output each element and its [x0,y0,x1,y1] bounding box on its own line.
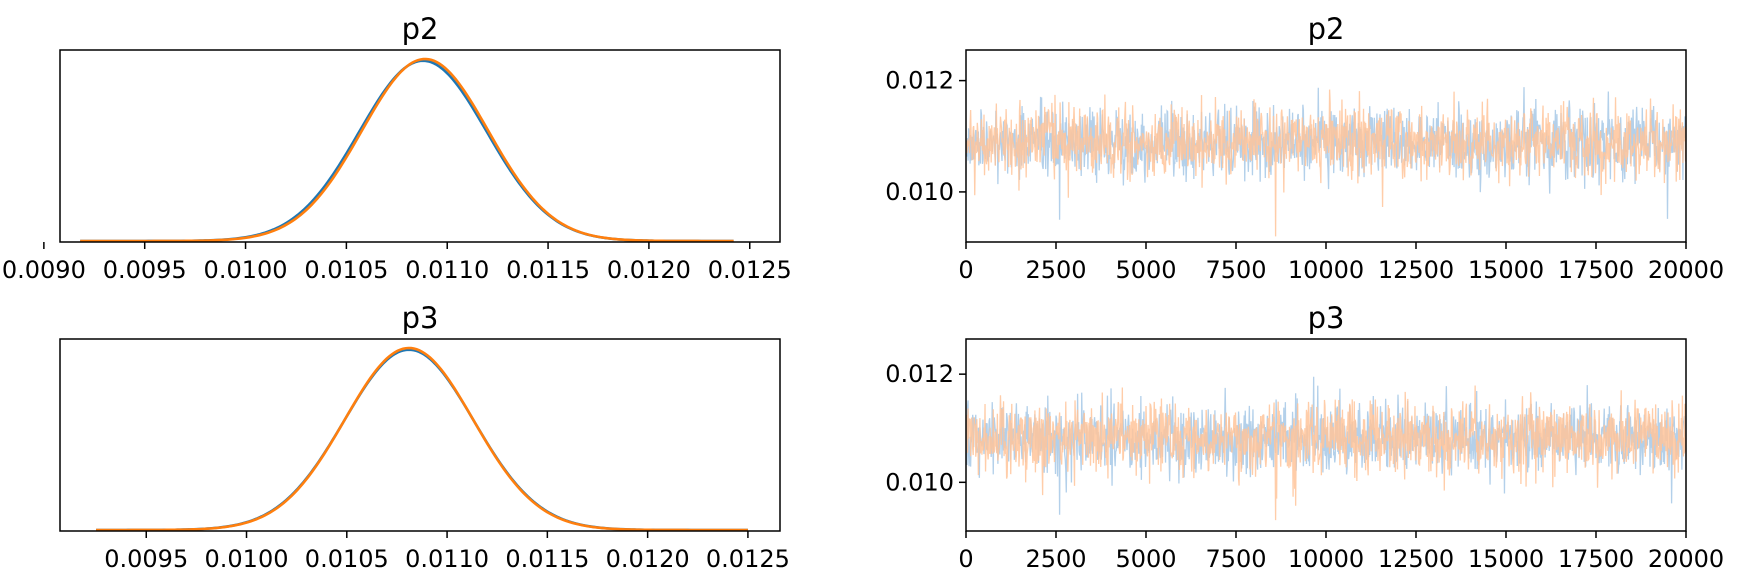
x-tick-label: 10000 [1288,256,1364,284]
x-tick-label: 12500 [1378,545,1454,573]
x-tick-label: 0.0095 [104,545,188,573]
x-tick-label: 0.0105 [305,545,389,573]
x-tick-label: 0.0110 [405,256,489,284]
x-tick-label: 0.0125 [708,256,792,284]
x-tick-label: 0.0120 [607,256,691,284]
x-tick-label: 2500 [1025,256,1086,284]
x-tick-label: 0.0115 [506,256,590,284]
x-tick-label: 2500 [1025,545,1086,573]
x-tick-label: 5000 [1115,545,1176,573]
x-tick-label: 7500 [1205,545,1266,573]
y-tick-label: 0.012 [885,360,954,388]
x-tick-label: 15000 [1468,545,1544,573]
panel-4: p3 0.010 0.012 0 2500 5000 7500 10000 12500 15000… [885,301,1724,573]
x-tick-label: 0 [958,256,973,284]
panel-title: p2 [402,12,439,46]
panel-1: p2 0.0090 0.0095 0.0100 0.0105 0.0110 0.0115 0.… [2,12,792,284]
x-tick-label: 0 [958,545,973,573]
x-tick-label: 0.0100 [204,256,288,284]
x-tick-label: 17500 [1558,545,1634,573]
y-tick-label: 0.010 [885,468,954,496]
density-curve-chain-1 [96,348,748,531]
x-tick-label: 12500 [1378,256,1454,284]
x-tick-label: 0.0110 [405,545,489,573]
x-tick-label: 0.0105 [304,256,388,284]
y-tick-label: 0.012 [885,67,954,95]
x-tick-label: 0.0100 [205,545,289,573]
density-curve-chain-2 [96,346,748,531]
panel-title: p3 [402,301,439,335]
x-tick-label: 20000 [1648,256,1724,284]
density-curve-chain-2 [80,57,734,242]
x-tick-label: 15000 [1468,256,1544,284]
x-tick-label: 10000 [1288,545,1364,573]
x-tick-label: 7500 [1205,256,1266,284]
panel-title: p2 [1308,12,1345,46]
panel-2: p2 0.010 0.012 0 2500 5000 7500 10000 12500 15000… [885,12,1724,284]
x-tick-label: 5000 [1115,256,1176,284]
x-tick-label: 20000 [1648,545,1724,573]
x-tick-label: 0.0090 [2,256,86,284]
x-tick-label: 0.0095 [103,256,187,284]
x-tick-label: 17500 [1558,256,1634,284]
panel-title: p3 [1308,301,1345,335]
y-tick-label: 0.010 [885,178,954,206]
panel-3: p3 0.0095 0.0100 0.0105 0.0110 0.0115 0.0120 0.… [59,301,790,573]
x-tick-label: 0.0115 [505,545,589,573]
x-tick-label: 0.0125 [706,545,790,573]
axes-frame [59,49,781,243]
density-curve-chain-1 [80,59,734,242]
axes-frame [59,338,781,532]
x-tick-label: 0.0120 [606,545,690,573]
trace-line-chain-2 [966,385,1686,521]
trace-line-chain-2 [966,89,1686,237]
